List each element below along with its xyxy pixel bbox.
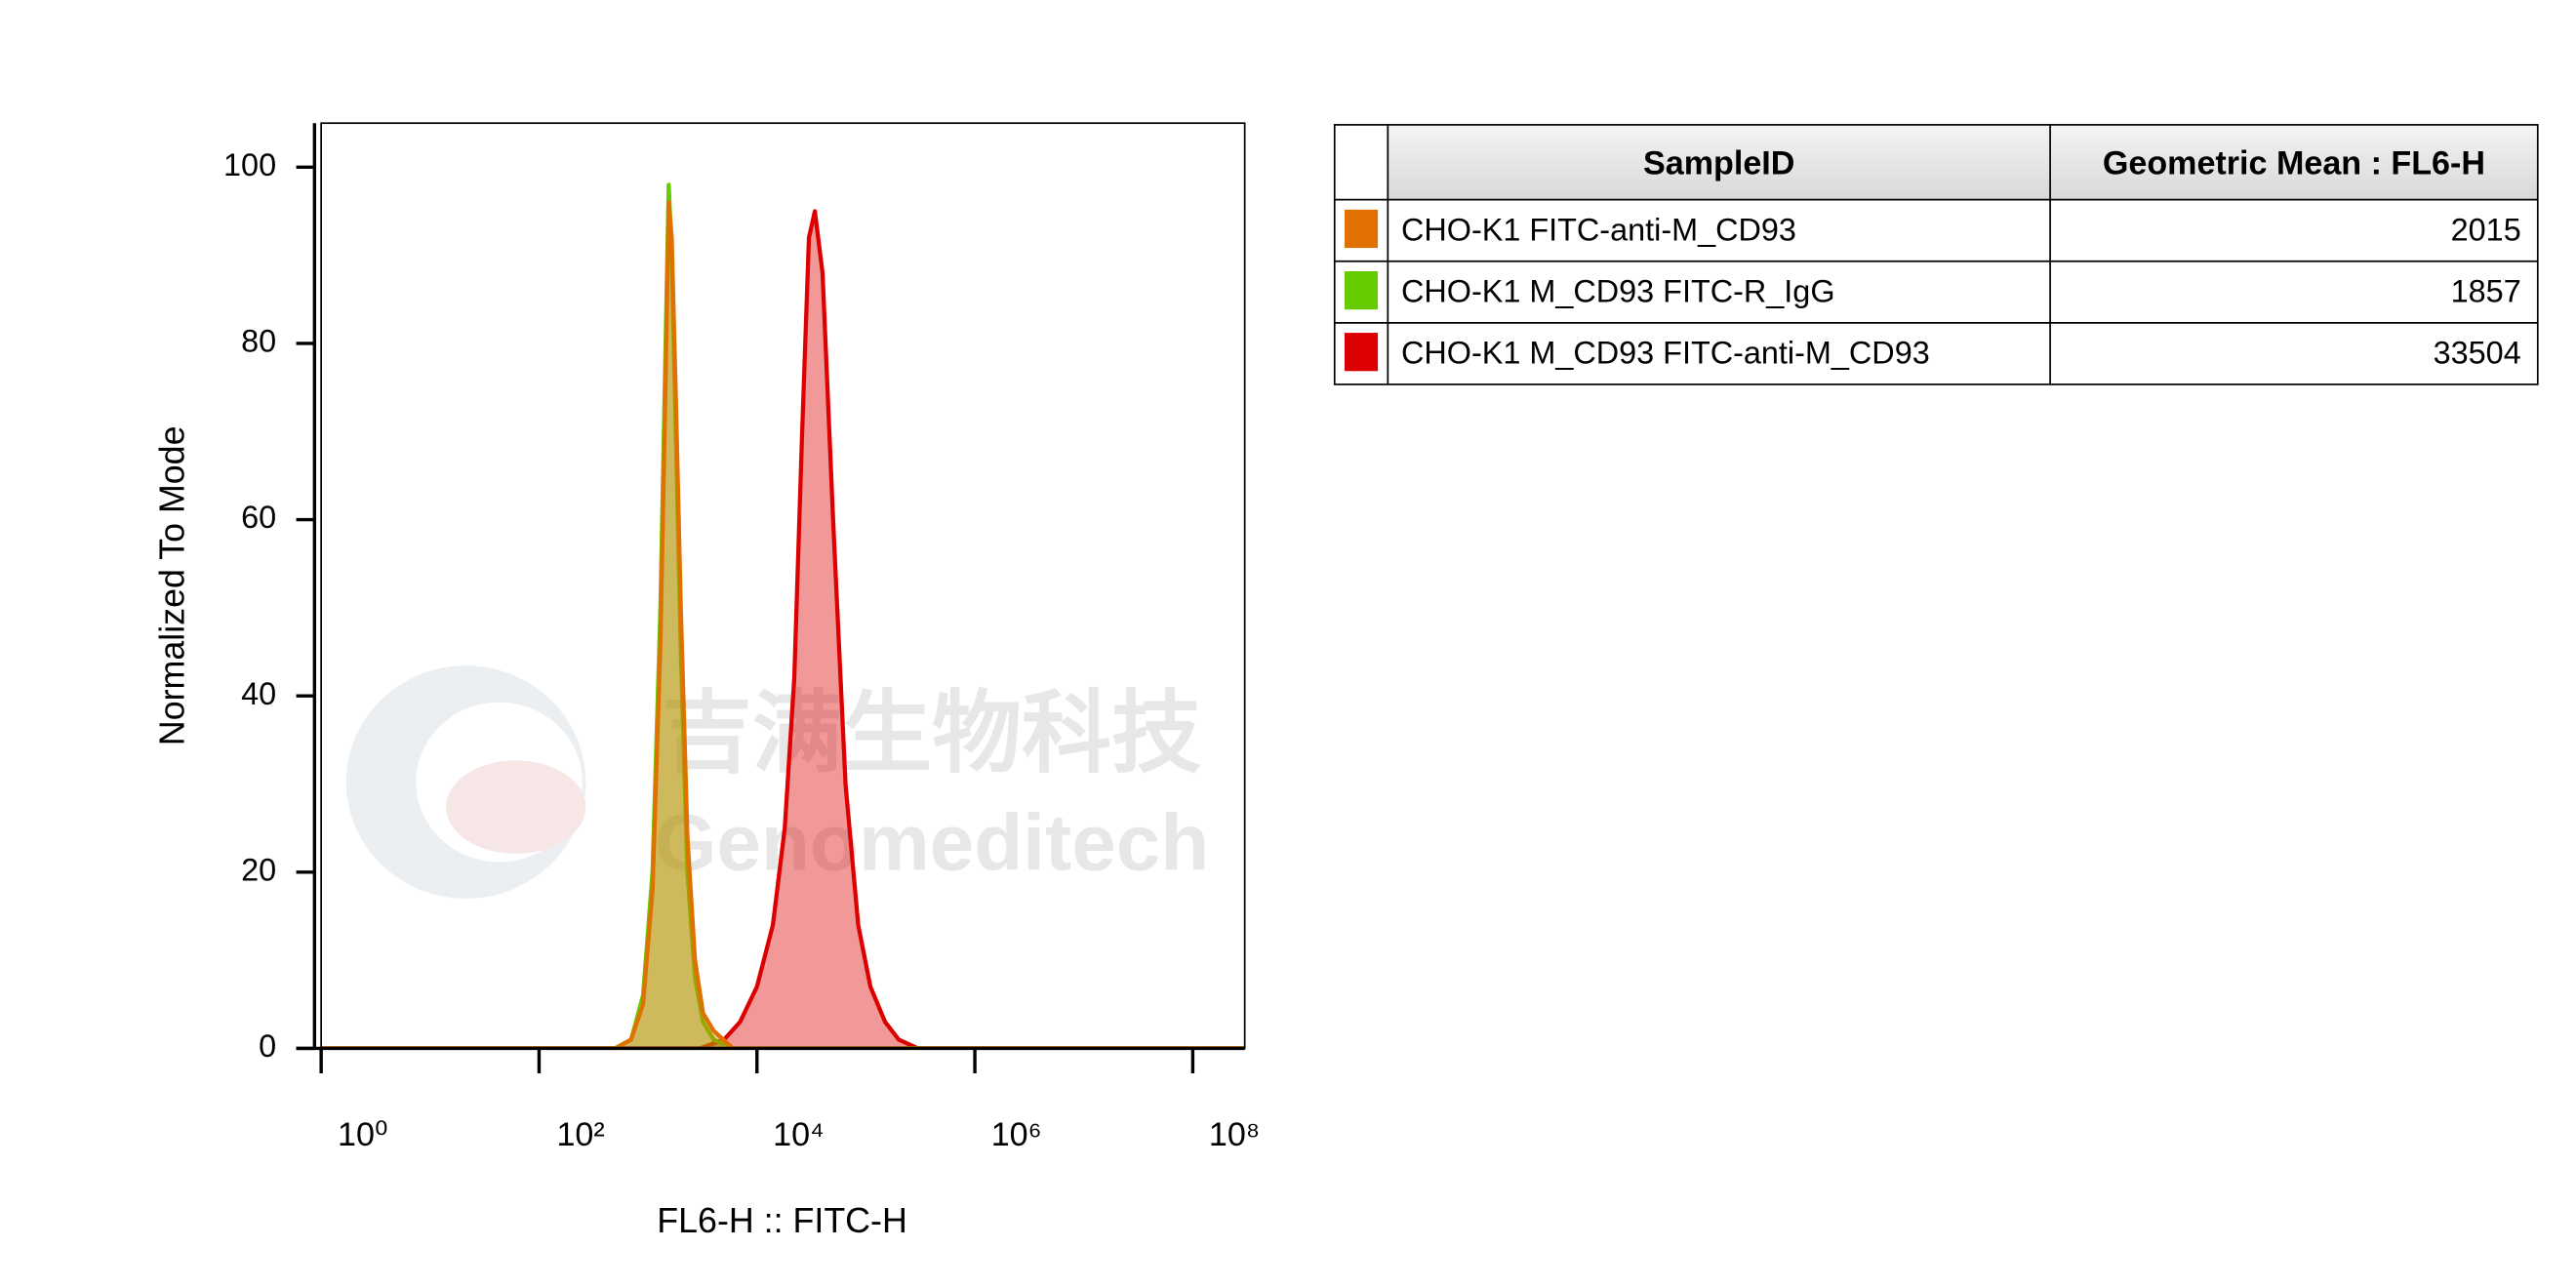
x-tick-label: 10⁸ xyxy=(1209,1116,1260,1153)
table-border xyxy=(1333,124,2539,385)
y-tick-label: 100 xyxy=(223,147,276,182)
plot-area xyxy=(321,182,1245,1049)
y-tick-label: 80 xyxy=(241,324,276,359)
x-tick-label: 10⁶ xyxy=(991,1116,1042,1153)
watermark-logo xyxy=(416,702,583,863)
table-header: Geometric Mean : FL6-H xyxy=(2103,145,2485,182)
geo-mean: 33504 xyxy=(2434,336,2521,371)
geo-mean: 1857 xyxy=(2451,274,2521,309)
sample-name: CHO-K1 FITC-anti-M_CD93 xyxy=(1401,212,1796,247)
histogram-curve xyxy=(321,209,1245,1049)
sample-name: CHO-K1 M_CD93 FITC-anti-M_CD93 xyxy=(1401,336,1930,371)
legend-swatch xyxy=(1344,209,1379,249)
sample-name: CHO-K1 M_CD93 FITC-R_IgG xyxy=(1401,274,1835,309)
histogram-curve xyxy=(321,200,1245,1049)
geo-mean: 2015 xyxy=(2451,212,2521,247)
x-tick-label: 10⁴ xyxy=(773,1116,825,1153)
watermark-en: Genomeditech xyxy=(655,798,1210,887)
table-header: SampleID xyxy=(1643,145,1794,182)
y-tick-label: 60 xyxy=(241,500,276,535)
x-tick-label: 10² xyxy=(556,1116,604,1153)
watermark-logo xyxy=(446,760,586,854)
legend-table: SampleID Geometric Mean : FL6-H CHO-K1 FIT… xyxy=(1333,124,2539,385)
y-tick-label: 20 xyxy=(241,852,276,887)
x-tick-label: 10⁰ xyxy=(338,1116,388,1153)
watermark-logo xyxy=(345,665,586,899)
legend-swatch xyxy=(1344,270,1379,310)
x-axis-title: FL6-H :: FITC-H xyxy=(657,1201,907,1240)
table-header-bg xyxy=(1388,124,2538,200)
y-tick-label: 40 xyxy=(241,676,276,711)
watermark: 吉满生物科技 Genomeditech xyxy=(345,665,1210,899)
legend-swatch xyxy=(1344,333,1379,372)
y-axis-title: Normalized To Mode xyxy=(153,425,192,745)
watermark-cn: 吉满生物科技 xyxy=(663,683,1201,784)
y-tick-label: 0 xyxy=(259,1028,276,1064)
